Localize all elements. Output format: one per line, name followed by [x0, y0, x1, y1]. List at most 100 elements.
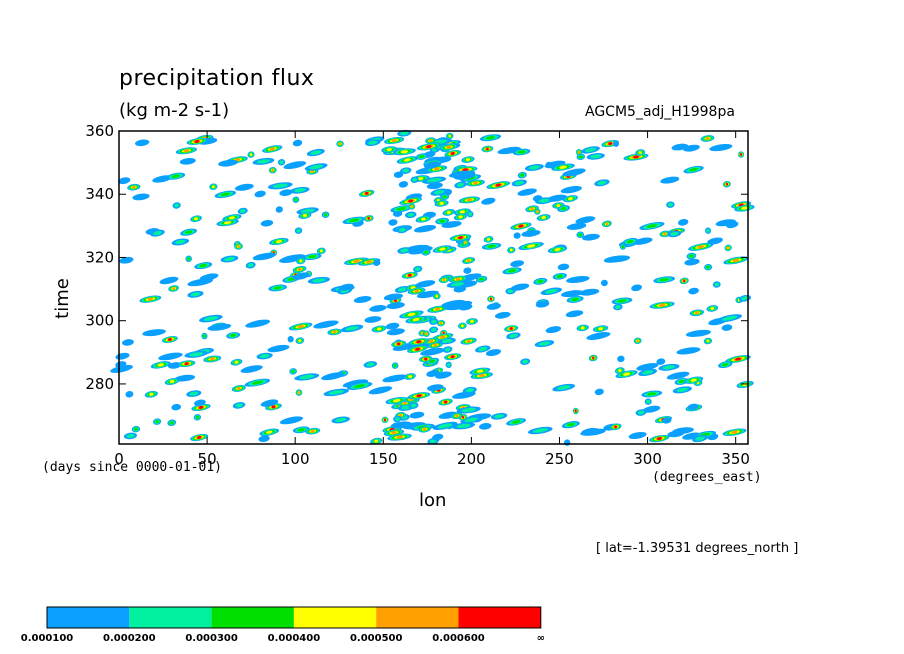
precip-cell — [517, 188, 537, 196]
precip-cell — [353, 296, 372, 304]
y-tick-label: 280 — [85, 375, 114, 393]
precip-cell — [509, 333, 518, 338]
colorbar-swatch — [47, 607, 130, 628]
precip-cell — [321, 372, 345, 381]
precip-cell — [521, 229, 541, 237]
precip-cell — [559, 165, 567, 169]
precip-cell — [441, 338, 453, 343]
precip-cell — [461, 407, 476, 413]
precip-cell — [458, 236, 464, 240]
precip-cell — [603, 255, 626, 263]
precip-cell — [117, 177, 131, 185]
precip-cell — [209, 357, 215, 361]
axis-ticks: 0 50 100 150 200 250 300 350 280 300 320 340 360 — [85, 122, 750, 468]
precip-cell — [414, 267, 421, 272]
precip-cell — [132, 185, 136, 189]
precip-cell — [386, 328, 405, 336]
precip-cell — [403, 158, 411, 162]
precip-cell — [319, 249, 323, 253]
precip-cell — [260, 219, 274, 227]
precip-cell — [517, 150, 526, 154]
chart-units: (kg m-2 s-1) — [119, 100, 230, 121]
precip-cell — [641, 370, 654, 375]
precip-cell — [442, 278, 446, 282]
precip-cell — [184, 362, 189, 366]
precip-cell — [279, 189, 293, 196]
precip-cell — [439, 201, 444, 205]
precip-cell — [155, 420, 159, 424]
precip-cell — [297, 324, 304, 329]
x-tick-label: 50 — [198, 450, 217, 468]
precip-cell — [567, 423, 575, 427]
precip-cell — [485, 136, 496, 140]
precip-cell — [463, 267, 472, 274]
precip-cell — [707, 237, 723, 245]
precip-cell — [328, 390, 344, 395]
precip-cell — [662, 417, 672, 424]
precip-cell — [390, 421, 412, 429]
precip-cell — [731, 430, 738, 434]
precip-cell — [391, 138, 397, 143]
precip-cell — [509, 327, 513, 331]
precip-cell — [279, 255, 303, 263]
precip-cell — [271, 405, 276, 409]
precip-cell — [677, 219, 689, 226]
precip-cell — [430, 327, 437, 332]
precip-cell — [574, 409, 577, 413]
precip-cell — [554, 248, 561, 252]
precip-cell — [194, 217, 198, 221]
precip-cell — [446, 210, 451, 214]
precip-cell — [310, 150, 322, 155]
precip-cell — [388, 219, 398, 226]
precip-cell — [694, 311, 699, 315]
precip-cell — [520, 173, 525, 177]
precip-cell — [383, 293, 404, 301]
precip-cell — [403, 401, 407, 405]
precip-cell — [450, 355, 455, 359]
precip-cell — [479, 423, 492, 430]
precip-cell — [428, 339, 434, 343]
precip-cell — [194, 139, 200, 143]
precip-cell — [396, 207, 406, 211]
precip-cell — [119, 256, 134, 264]
precip-cell — [448, 134, 451, 138]
precip-cell — [425, 332, 428, 336]
colorbar-label: ∞ — [537, 633, 545, 644]
precip-cell — [469, 319, 474, 323]
precip-cell — [450, 151, 455, 155]
precip-cell — [220, 192, 230, 197]
precip-cell — [446, 362, 451, 367]
y-tick-label: 360 — [85, 122, 114, 140]
precip-cell — [179, 157, 196, 165]
colorbar-label: 0.000100 — [21, 633, 74, 644]
precip-cell — [189, 391, 199, 396]
precip-cell — [458, 215, 463, 219]
precip-cell — [410, 205, 413, 208]
colorbar-label: 0.000200 — [103, 633, 156, 644]
precip-cell — [566, 275, 590, 284]
precip-cell — [147, 297, 154, 301]
precip-cell — [135, 139, 150, 147]
precip-cell — [368, 386, 393, 395]
x-tick-label: 200 — [457, 450, 486, 468]
precip-cell — [409, 411, 425, 419]
precip-cell — [310, 429, 315, 433]
precip-cell — [125, 391, 134, 398]
precip-cell — [382, 374, 408, 383]
precip-cell — [407, 273, 412, 277]
precip-cell — [294, 188, 306, 193]
precip-cell — [259, 354, 270, 359]
precip-cell — [646, 399, 651, 404]
precip-cell — [689, 254, 694, 258]
precip-cell — [465, 388, 474, 393]
precip-cell — [560, 186, 582, 194]
precip-cell — [725, 182, 728, 186]
precip-cell — [468, 212, 473, 217]
colorbar-label: 0.000400 — [268, 633, 321, 644]
precip-cell — [633, 155, 639, 159]
precip-cell — [171, 174, 180, 178]
precip-cell — [705, 136, 710, 140]
precip-cell — [487, 244, 496, 248]
precip-cell — [354, 384, 366, 388]
precip-cell — [402, 168, 410, 173]
